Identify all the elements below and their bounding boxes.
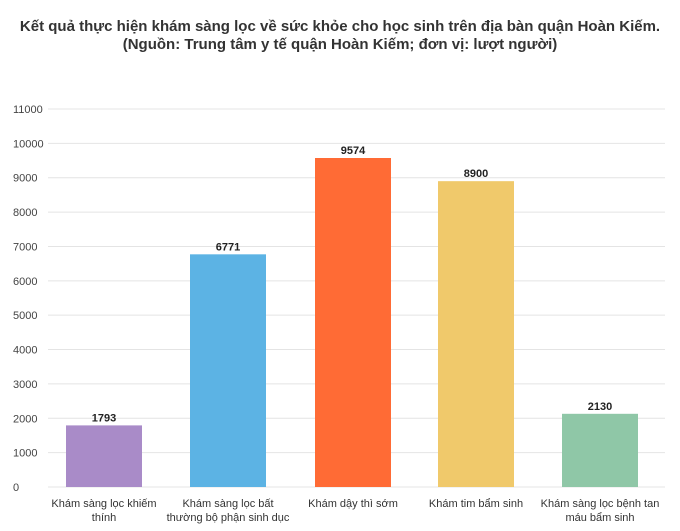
value-label: 8900 [464,168,488,180]
value-label: 6771 [216,241,240,253]
category-labels: Khám sàng lọc khiếm thính Khám sàng lọc bấ… [51,498,659,524]
y-tick-label: 1000 [13,448,37,460]
bar [562,413,638,487]
category-label: Khám dậy thì sớm [308,498,398,510]
y-tick-label: 6000 [13,276,37,288]
bar [315,158,391,487]
title-block: Kết quả thực hiện khám sàng lọc về sức k… [0,18,680,54]
bar [438,181,514,487]
value-label: 1793 [92,412,116,424]
chart-title: Kết quả thực hiện khám sàng lọc về sức k… [19,18,661,35]
bar [190,254,266,487]
y-tick-label: 7000 [13,241,37,253]
y-tick-label: 11000 [13,104,43,116]
category-label: Khám tim bẩm sinh [429,498,523,510]
category-label: Khám sàng lọc khiếm [51,498,156,510]
category-label: Khám sàng lọc bệnh tan [541,498,660,510]
bar [66,425,142,487]
y-tick-label: 3000 [13,379,37,391]
category-label: máu bẩm sinh [565,512,634,524]
chart-subtitle: (Nguồn: Trung tâm y tế quận Hoàn Kiếm; đ… [122,36,558,53]
y-tick-label: 8000 [13,207,37,219]
y-axis-ticks: 0 1000 2000 3000 4000 5000 6000 7000 8000 9000 100… [13,104,44,494]
value-label: 2130 [588,401,612,413]
y-tick-label: 9000 [13,173,37,185]
y-tick-label: 10000 [13,138,44,150]
value-labels: 1793 6771 9574 8900 2130 [92,145,612,424]
y-tick-label: 5000 [13,310,37,322]
category-label: thường bộ phận sinh dục [167,512,290,524]
bars [66,158,638,487]
value-label: 9574 [341,145,366,157]
category-label: thính [92,512,116,524]
category-label: Khám sàng lọc bất [182,498,273,510]
y-tick-label: 4000 [13,345,37,357]
y-tick-label: 2000 [13,413,37,425]
y-tick-label: 0 [13,482,19,494]
